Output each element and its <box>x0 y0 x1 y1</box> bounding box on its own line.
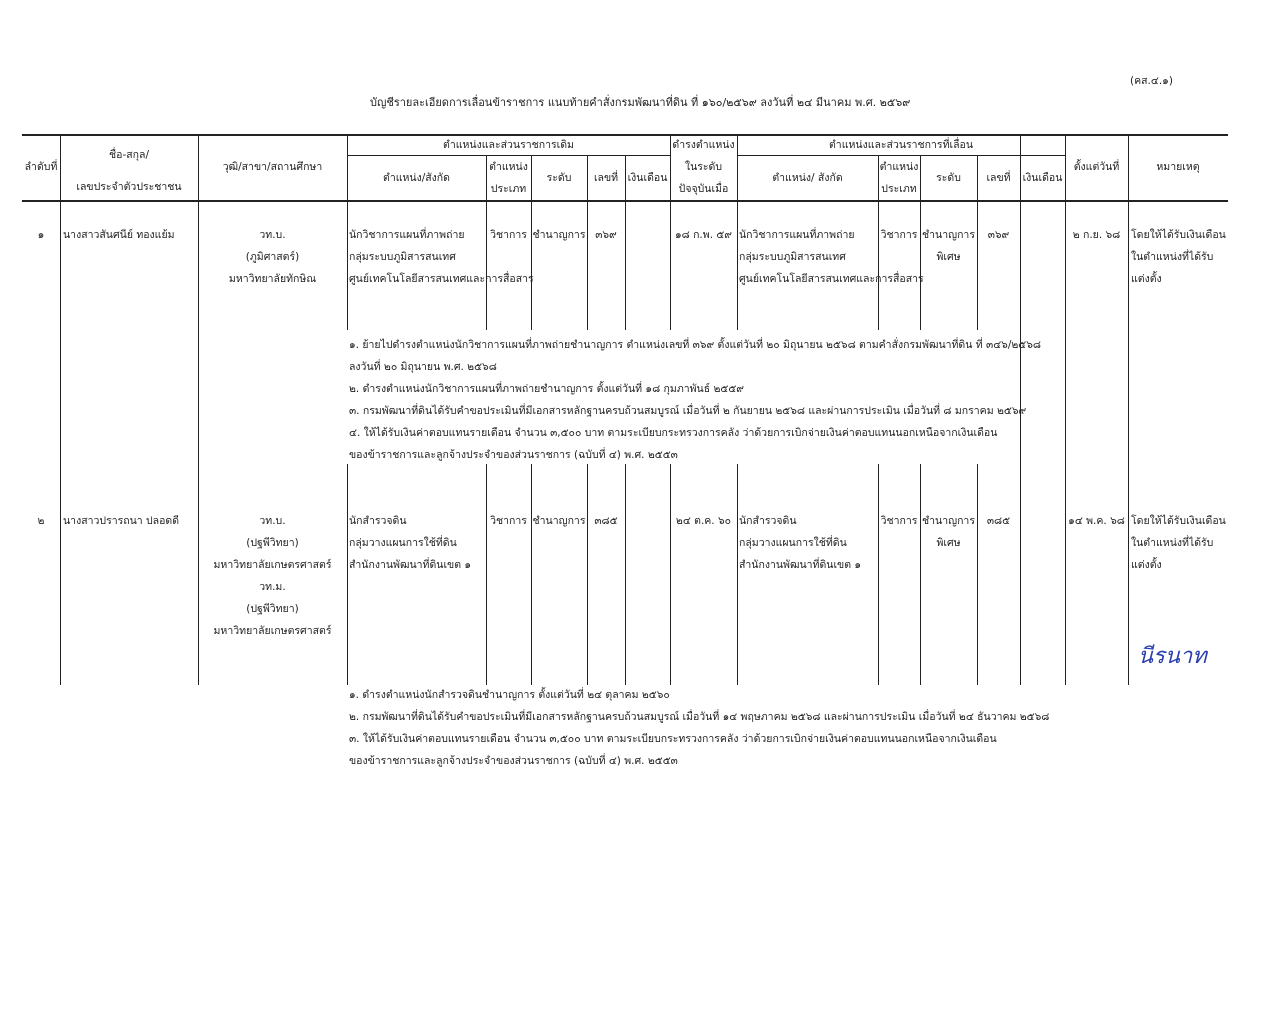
grid-line <box>920 155 921 330</box>
grid-line <box>625 155 626 330</box>
row-new-level: ชำนาญการ พิเศษ <box>922 229 975 263</box>
grid-line <box>486 464 487 685</box>
row-name: นางสาวสันศนีย์ ทองแย้ม <box>63 229 175 241</box>
grid-line <box>347 464 348 685</box>
grid-line <box>977 155 978 330</box>
header-old-salary: เงินเดือน <box>627 172 668 184</box>
grid-line <box>1128 134 1129 685</box>
header-old-level: ระดับ <box>546 172 572 184</box>
grid-line <box>22 134 1228 136</box>
row-old-type: วิชาการ <box>490 229 527 241</box>
header-old-type-2: ประเภท <box>490 183 527 195</box>
handwritten-signature: นีรนาท <box>1138 644 1207 669</box>
header-current-1: ดำรงตำแหน่ง <box>672 139 735 151</box>
grid-line <box>587 464 588 685</box>
row-old-position: นักวิชาการแผนที่ภาพถ่าย กลุ่มระบบภูมิสารส… <box>349 229 534 285</box>
grid-line <box>737 134 738 330</box>
header-name-1: ชื่อ-สกุล/ <box>109 149 149 161</box>
grid-line <box>625 464 626 685</box>
grid-line <box>60 134 61 685</box>
grid-line <box>737 155 1065 156</box>
row-since: ๑๔ พ.ค. ๖๘ <box>1068 515 1125 527</box>
row-new-position: นักสำรวจดิน กลุ่มวางแผนการใช้ที่ดิน สำนักง… <box>739 515 862 571</box>
header-current-3: ปัจจุบันเมื่อ <box>678 183 729 195</box>
row-no: ๒ <box>37 515 45 527</box>
row-old-number: ๓๘๕ <box>594 515 618 527</box>
grid-line <box>1065 134 1066 685</box>
grid-line <box>198 134 199 685</box>
grid-line <box>670 134 671 330</box>
grid-line <box>347 134 348 330</box>
row-old-level: ชำนาญการ <box>532 229 586 241</box>
header-name-2: เลขประจำตัวประชาชน <box>76 181 182 193</box>
row-current-since: ๑๘ ก.พ. ๕๙ <box>674 229 733 241</box>
grid-line <box>670 464 671 685</box>
row-new-position: นักวิชาการแผนที่ภาพถ่าย กลุ่มระบบภูมิสารส… <box>739 229 924 285</box>
header-current-2: ในระดับ <box>684 161 723 173</box>
row-no: ๑ <box>37 229 45 241</box>
grid-line <box>878 155 879 330</box>
header-new-type-1: ตำแหน่ง <box>879 161 919 173</box>
header-new-position: ตำแหน่ง/ สังกัด <box>772 172 843 184</box>
header-old-type-1: ตำแหน่ง <box>489 161 528 173</box>
grid-line <box>587 155 588 330</box>
grid-line <box>878 464 879 685</box>
row-old-level: ชำนาญการ <box>532 515 586 527</box>
header-no: ลำดับที่ <box>24 161 58 173</box>
row-old-type: วิชาการ <box>490 515 527 527</box>
row-current-since: ๒๔ ต.ค. ๖๐ <box>675 515 732 527</box>
header-old-number: เลขที่ <box>593 172 619 184</box>
row-notes: ๑. ย้ายไปดำรงตำแหน่งนักวิชาการแผนที่ภาพถ… <box>349 339 1041 461</box>
row-old-number: ๓๖๙ <box>595 229 617 241</box>
row-education: วท.บ. (ปฐพีวิทยา) มหาวิทยาลัยเกษตรศาสตร์ วท… <box>213 515 332 637</box>
header-new-level: ระดับ <box>936 172 961 184</box>
grid-line <box>531 155 532 330</box>
form-code: (คส.๔.๑) <box>1130 75 1173 87</box>
grid-line <box>486 155 487 330</box>
header-new-type-2: ประเภท <box>881 183 917 195</box>
header-education: วุฒิ/สาขา/สถานศึกษา <box>222 161 323 173</box>
header-since: ตั้งแต่วันที่ <box>1073 161 1120 173</box>
header-remarks: หมายเหตุ <box>1156 161 1200 173</box>
document-title: บัญชีรายละเอียดการเลื่อนข้าราชการ แนบท้า… <box>370 96 911 109</box>
row-new-number: ๓๖๙ <box>987 229 1010 241</box>
grid-line <box>347 155 670 156</box>
row-new-type: วิชาการ <box>880 515 918 527</box>
header-new-group: ตำแหน่งและส่วนราชการที่เลื่อน <box>828 139 974 151</box>
row-education: วท.บ. (ภูมิศาสตร์) มหาวิทยาลัยทักษิณ <box>228 229 317 285</box>
row-old-position: นักสำรวจดิน กลุ่มวางแผนการใช้ที่ดิน สำนักง… <box>349 515 472 571</box>
header-new-salary: เงินเดือน <box>1022 172 1063 184</box>
row-since: ๒ ก.ย. ๖๘ <box>1072 229 1121 241</box>
header-old-group: ตำแหน่งและส่วนราชการเดิม <box>443 139 574 151</box>
row-remarks: โดยให้ได้รับเงินเดือน ในตำแหน่งที่ได้รับแ… <box>1131 515 1226 571</box>
grid-line <box>977 464 978 685</box>
header-new-number: เลขที่ <box>986 172 1011 184</box>
grid-line <box>1020 330 1021 685</box>
row-new-number: ๓๘๕ <box>986 515 1011 527</box>
grid-line <box>1020 134 1021 330</box>
row-new-level: ชำนาญการ พิเศษ <box>922 515 975 549</box>
header-old-position: ตำแหน่ง/สังกัด <box>383 172 450 184</box>
row-remarks: โดยให้ได้รับเงินเดือน ในตำแหน่งที่ได้รับแ… <box>1131 229 1226 285</box>
grid-line <box>920 464 921 685</box>
row-notes: ๑. ดำรงตำแหน่งนักสำรวจดินชำนาญการ ตั้งแต… <box>349 689 1050 767</box>
grid-line <box>531 464 532 685</box>
row-name: นางสาวปรารถนา ปลอดดี <box>63 515 180 527</box>
grid-line <box>737 464 738 685</box>
row-new-type: วิชาการ <box>880 229 918 241</box>
